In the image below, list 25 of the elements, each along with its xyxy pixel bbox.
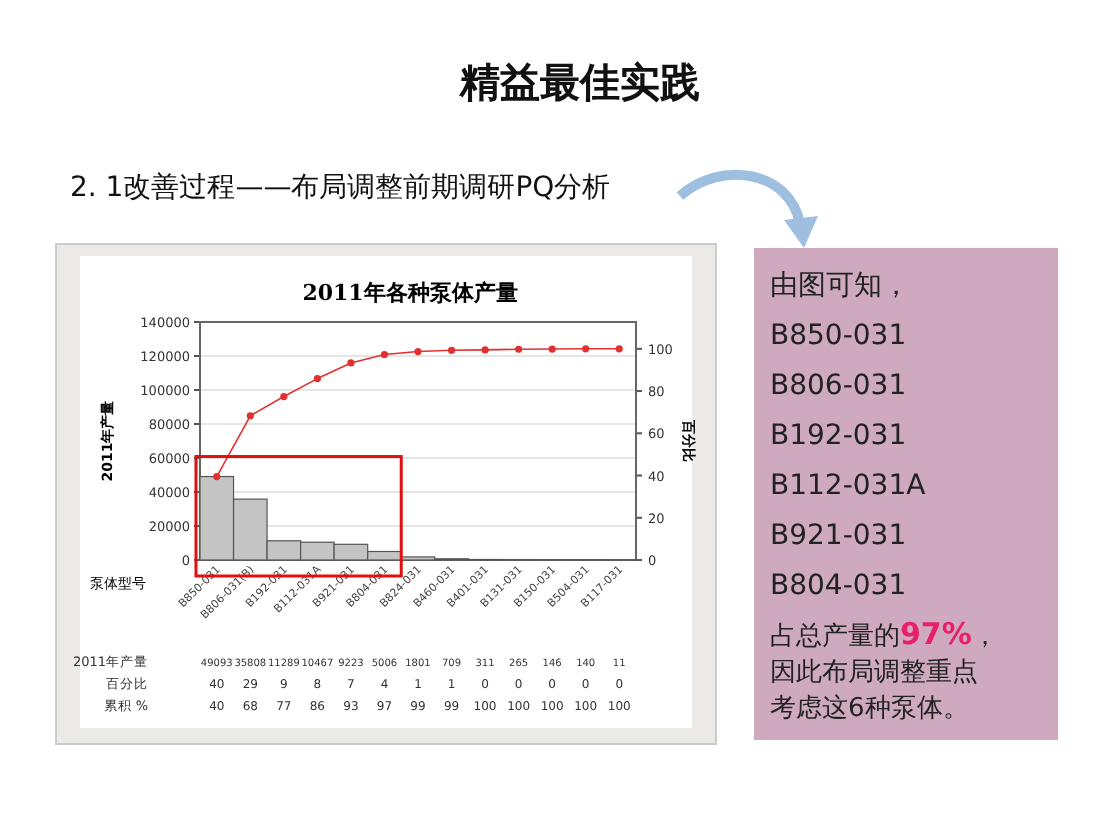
chart-title: 2011年各种泵体产量 <box>302 280 518 306</box>
text: 由图可知， <box>770 270 910 302</box>
point <box>380 350 389 359</box>
text: 精益最佳实践 <box>458 58 700 106</box>
point <box>515 345 523 353</box>
point <box>246 412 254 420</box>
text: 因此布局调整重点 <box>770 658 978 688</box>
point <box>582 345 590 353</box>
point <box>414 347 422 356</box>
point <box>481 346 489 354</box>
text: 占总产量的97%， <box>770 616 998 652</box>
point <box>313 375 321 383</box>
point <box>615 345 623 353</box>
text: B806-031 <box>770 370 907 402</box>
point <box>347 359 355 367</box>
text: 2. 1改善过程——布局调整前期调研PQ分析 <box>70 170 611 204</box>
point <box>548 345 556 353</box>
point <box>447 346 456 354</box>
text: 考虑这6种泵体。 <box>770 694 969 724</box>
text: B192-031 <box>770 420 907 452</box>
text: B850-031 <box>770 320 907 352</box>
point <box>280 392 288 401</box>
text: B112-031A <box>770 470 927 502</box>
text: B921-031 <box>770 520 907 552</box>
point <box>213 472 221 481</box>
